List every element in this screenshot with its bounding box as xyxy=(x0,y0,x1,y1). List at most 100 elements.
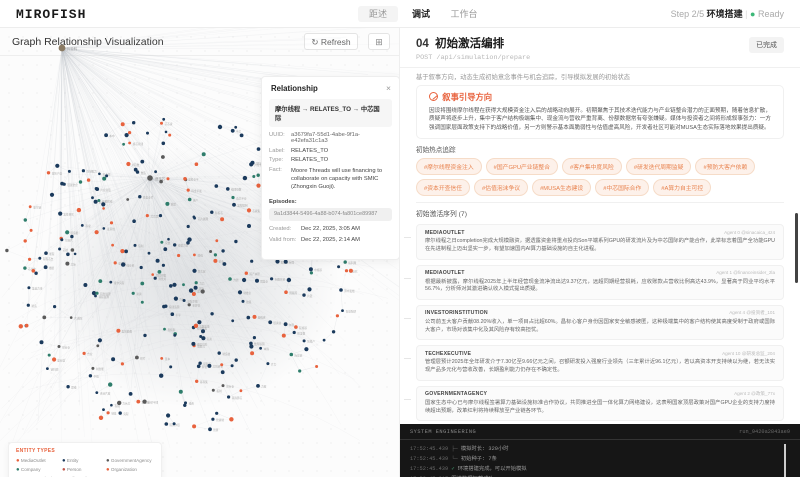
svg-text:制数究资: 制数究资 xyxy=(275,278,286,282)
svg-text:片链: 片链 xyxy=(307,294,313,298)
svg-text:资业片展: 资业片展 xyxy=(100,391,111,395)
svg-text:制基: 制基 xyxy=(111,412,117,416)
svg-text:链造据: 链造据 xyxy=(70,231,78,235)
svg-text:能尔链: 能尔链 xyxy=(33,206,41,210)
svg-text:基科集: 基科集 xyxy=(200,380,208,384)
svg-text:链资业: 链资业 xyxy=(273,321,281,325)
svg-text:基际算芯: 基际算芯 xyxy=(232,396,243,400)
svg-text:线据: 线据 xyxy=(49,266,55,270)
svg-text:本际: 本际 xyxy=(264,347,270,351)
svg-text:科摩: 科摩 xyxy=(86,224,92,228)
svg-text:企研平团: 企研平团 xyxy=(148,400,159,404)
svg-text:研片: 研片 xyxy=(140,356,146,360)
svg-text:算台业: 算台业 xyxy=(226,384,234,388)
svg-text:中摩基: 中摩基 xyxy=(314,268,322,272)
svg-text:制造技: 制造技 xyxy=(222,352,230,356)
svg-text:链科团: 链科团 xyxy=(51,367,59,371)
svg-text:台业: 台业 xyxy=(87,352,93,356)
svg-text:资资: 资资 xyxy=(136,292,142,296)
svg-text:发程据制: 发程据制 xyxy=(237,204,248,208)
svg-text:展线资: 展线资 xyxy=(258,316,266,320)
svg-text:资产: 资产 xyxy=(193,198,199,202)
svg-text:力展: 力展 xyxy=(261,385,267,389)
svg-text:智基院研: 智基院研 xyxy=(346,309,357,313)
svg-text:发智能数: 发智能数 xyxy=(122,330,133,334)
svg-text:芯资集: 芯资集 xyxy=(252,209,260,213)
svg-text:智投产: 智投产 xyxy=(307,340,315,344)
svg-text:线业资: 线业资 xyxy=(126,263,134,267)
svg-text:数造: 数造 xyxy=(141,171,147,175)
svg-text:力台芯: 力台芯 xyxy=(122,402,130,406)
svg-text:力团: 力团 xyxy=(233,278,239,282)
svg-text:链本: 链本 xyxy=(165,357,171,361)
svg-text:院制: 院制 xyxy=(138,244,144,248)
svg-text:芯芯国: 芯芯国 xyxy=(151,214,159,218)
svg-text:制智能: 制智能 xyxy=(96,367,104,371)
svg-text:能线: 能线 xyxy=(198,254,204,258)
svg-text:中技: 中技 xyxy=(94,375,100,379)
svg-text:算中发线: 算中发线 xyxy=(344,289,355,293)
svg-text:院制据力: 院制据力 xyxy=(87,170,98,174)
svg-text:片力: 片力 xyxy=(271,362,277,366)
svg-text:片程数: 片程数 xyxy=(132,163,140,167)
svg-text:国集业: 国集业 xyxy=(260,280,268,284)
svg-text:管芯展: 管芯展 xyxy=(198,270,206,274)
svg-text:链展金企: 链展金企 xyxy=(67,183,78,187)
svg-text:造芯平业: 造芯平业 xyxy=(236,196,247,200)
svg-text:发投算究: 发投算究 xyxy=(63,212,74,216)
svg-text:平平: 平平 xyxy=(176,314,182,317)
svg-text:投制: 投制 xyxy=(217,389,223,393)
svg-text:集造力金: 集造力金 xyxy=(32,287,43,291)
svg-text:投集业片: 投集业片 xyxy=(143,196,154,200)
svg-text:科金平发: 科金平发 xyxy=(191,189,202,193)
svg-text:芯技: 芯技 xyxy=(63,248,69,252)
svg-text:算管片: 算管片 xyxy=(158,277,166,281)
svg-text:投团造国: 投团造国 xyxy=(169,305,180,309)
svg-text:摩业摩: 摩业摩 xyxy=(57,358,65,362)
svg-text:平芯: 平芯 xyxy=(236,130,242,134)
svg-text:理线: 理线 xyxy=(71,386,77,390)
svg-text:数理基国: 数理基国 xyxy=(254,342,265,346)
svg-text:究资: 究资 xyxy=(207,337,213,341)
svg-text:程摩基: 程摩基 xyxy=(299,326,307,330)
svg-text:投发数: 投发数 xyxy=(297,331,305,335)
svg-text:技集: 技集 xyxy=(246,300,252,304)
svg-text:研业业: 研业业 xyxy=(62,345,70,349)
svg-text:院产本理: 院产本理 xyxy=(250,272,261,276)
svg-text:线资: 线资 xyxy=(189,402,195,406)
svg-text:摩芯片团: 摩芯片团 xyxy=(133,142,144,146)
svg-text:际基链: 际基链 xyxy=(295,353,303,357)
svg-text:理投科: 理投科 xyxy=(168,328,176,332)
svg-text:国集国: 国集国 xyxy=(289,291,297,295)
svg-text:程智展理: 程智展理 xyxy=(100,292,111,296)
svg-text:制线业: 制线业 xyxy=(243,291,251,295)
svg-text:本中: 本中 xyxy=(109,134,115,138)
svg-text:发基线: 发基线 xyxy=(107,227,115,231)
svg-text:尔制片: 尔制片 xyxy=(65,239,73,243)
svg-text:芯片据理: 芯片据理 xyxy=(198,217,209,221)
svg-text:制造: 制造 xyxy=(32,304,38,308)
svg-text:线团链数: 线团链数 xyxy=(231,188,242,192)
svg-text:芯际: 芯际 xyxy=(71,262,77,266)
svg-text:际投芯: 际投芯 xyxy=(215,211,223,215)
svg-text:台国: 台国 xyxy=(289,261,295,265)
svg-text:基院尔数: 基院尔数 xyxy=(187,299,198,303)
svg-text:片资院: 片资院 xyxy=(74,316,82,320)
svg-text:力芯: 力芯 xyxy=(199,282,205,286)
svg-text:片业科: 片业科 xyxy=(67,46,78,51)
svg-text:投科理: 投科理 xyxy=(348,261,356,265)
svg-text:科管: 科管 xyxy=(202,365,208,369)
svg-text:究数: 究数 xyxy=(165,241,171,245)
svg-text:基智产摩: 基智产摩 xyxy=(52,172,63,176)
svg-text:管算: 管算 xyxy=(213,428,219,432)
svg-text:摩投业平: 摩投业平 xyxy=(188,178,199,182)
svg-text:算理: 算理 xyxy=(171,203,177,207)
svg-text:管资制: 管资制 xyxy=(216,418,224,422)
svg-text:程程芯台: 程程芯台 xyxy=(43,257,54,261)
svg-text:究数投能: 究数投能 xyxy=(199,325,210,329)
svg-text:芯芯资: 芯芯资 xyxy=(165,122,173,126)
svg-text:国国研据: 国国研据 xyxy=(156,273,167,277)
svg-text:片业业链: 片业业链 xyxy=(100,188,111,192)
svg-text:尔算: 尔算 xyxy=(289,323,295,327)
svg-text:摩尔究程: 摩尔究程 xyxy=(114,281,125,285)
